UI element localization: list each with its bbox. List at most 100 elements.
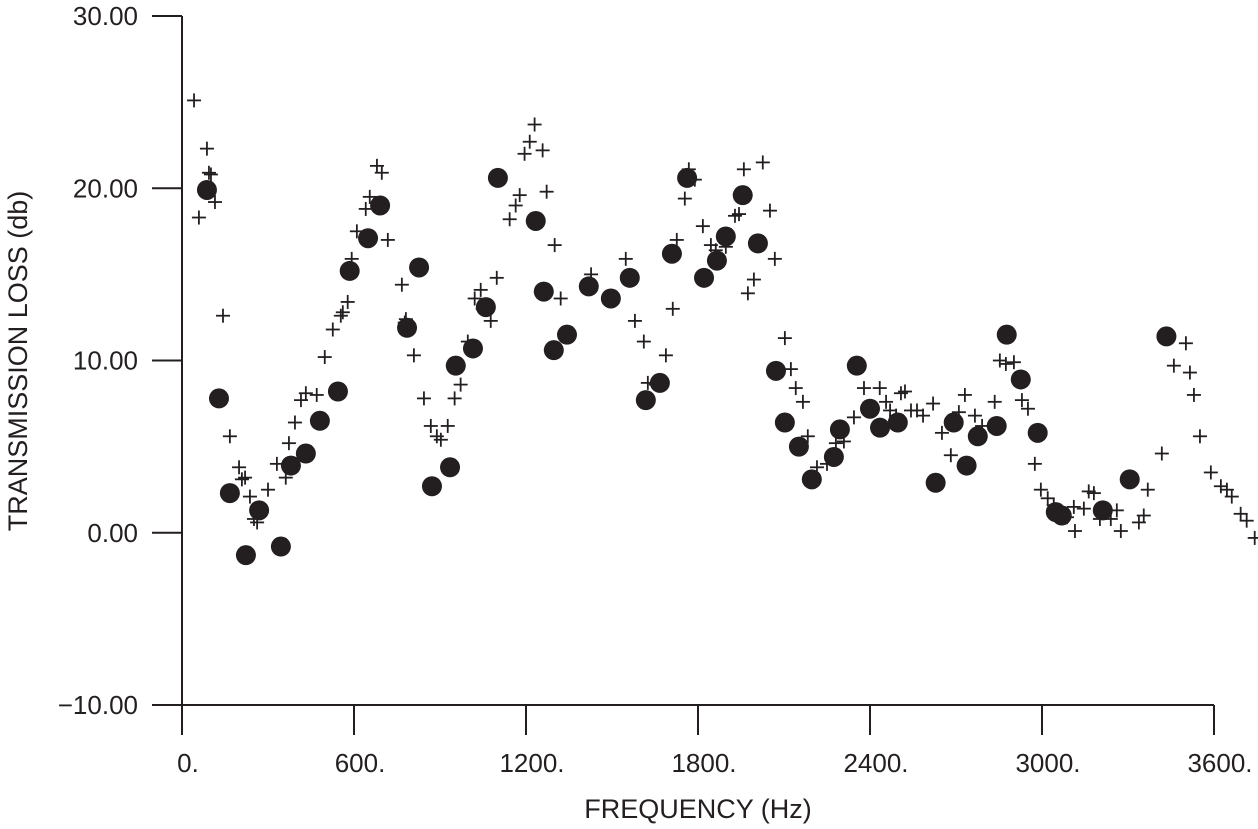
plus-marker [207, 195, 222, 210]
circle-marker [732, 185, 753, 206]
plus-marker [636, 334, 651, 349]
circle-marker [649, 372, 670, 393]
plus-marker [1066, 499, 1081, 514]
plus-marker [934, 425, 949, 440]
x-axis-title: FREQUENCY (Hz) [584, 794, 812, 824]
plus-marker [374, 165, 389, 180]
circle-marker [1156, 326, 1177, 347]
y-tick-label: 20.00 [73, 173, 138, 203]
plus-marker [943, 448, 958, 463]
circle-marker [219, 483, 240, 504]
plus-marker [261, 482, 275, 497]
plus-marker [1224, 489, 1239, 504]
plus-marker-series [187, 93, 1258, 545]
plus-marker [287, 415, 302, 430]
circle-marker [823, 446, 844, 467]
plus-marker [242, 489, 257, 504]
plus-marker [340, 294, 355, 309]
plus-marker [1247, 530, 1258, 545]
plus-marker [467, 291, 482, 306]
circle-marker [208, 388, 229, 409]
plus-marker [483, 313, 498, 328]
circle-marker [270, 536, 291, 557]
plus-marker [1076, 501, 1091, 516]
plus-marker [1027, 456, 1042, 471]
plus-marker [795, 394, 810, 409]
circle-marker [870, 417, 891, 438]
plus-marker [897, 384, 912, 399]
plus-marker [335, 305, 350, 320]
plus-marker [187, 93, 202, 108]
plus-marker [1014, 393, 1029, 408]
plus-marker [788, 381, 803, 396]
plus-marker [762, 203, 777, 218]
circle-marker [967, 426, 988, 447]
circle-marker [295, 443, 316, 464]
axes [181, 16, 1214, 706]
plus-marker [1166, 358, 1181, 373]
plus-marker [453, 377, 468, 392]
plus-marker [502, 212, 517, 227]
plus-marker [215, 308, 230, 323]
circle-marker [635, 390, 656, 411]
plus-marker [358, 201, 373, 216]
plus-marker [1203, 465, 1218, 480]
plus-marker [325, 322, 340, 337]
circle-marker [309, 410, 330, 431]
circle-marker [788, 436, 809, 457]
circle-marker [462, 338, 483, 359]
plus-marker [926, 396, 941, 411]
x-tick-label: 1800. [671, 748, 736, 778]
circle-marker [765, 360, 786, 381]
plus-marker [1033, 482, 1048, 497]
circle-marker [358, 228, 379, 249]
plus-marker [1006, 355, 1021, 370]
circle-marker [846, 355, 867, 376]
circle-marker [1051, 505, 1072, 526]
plus-marker [522, 134, 537, 149]
circle-marker [1010, 369, 1031, 390]
plus-marker [333, 308, 348, 323]
plus-marker [234, 472, 249, 487]
plus-marker [665, 301, 680, 316]
plus-marker [517, 146, 532, 161]
plus-marker [1186, 387, 1201, 402]
plus-marker [416, 391, 431, 406]
plus-marker [987, 394, 1002, 409]
plus-marker [998, 356, 1013, 371]
plus-marker [309, 387, 324, 402]
circle-marker [694, 267, 715, 288]
plus-marker [191, 210, 206, 225]
plus-marker [539, 184, 554, 199]
circle-marker [421, 476, 442, 497]
plus-marker [238, 470, 253, 485]
plus-marker [281, 436, 296, 451]
circle-marker [829, 419, 850, 440]
circle-marker [533, 281, 554, 302]
y-axis-ticks: 30.00 20.00 10.00 0.00 −10.00 [58, 1, 182, 720]
plus-marker [1178, 336, 1193, 351]
plus-marker [736, 162, 751, 177]
plus-marker [1233, 506, 1248, 521]
circle-marker [370, 195, 391, 216]
plus-marker [916, 408, 931, 423]
circle-marker [774, 412, 795, 433]
plus-marker [508, 198, 523, 213]
plus-marker [992, 353, 1007, 368]
x-tick-label: 1200. [499, 748, 564, 778]
circle-marker [249, 500, 270, 521]
circle-marker [543, 340, 564, 361]
plus-marker [658, 348, 673, 363]
x-tick-label: 3000. [1015, 748, 1080, 778]
plus-marker [1192, 429, 1207, 444]
plus-marker [380, 232, 395, 247]
circle-marker [887, 412, 908, 433]
plus-marker [527, 117, 542, 132]
plus-marker [767, 251, 782, 266]
circle-marker [397, 317, 418, 338]
circle-marker [1027, 422, 1048, 443]
circle-marker [801, 469, 822, 490]
plus-marker [740, 286, 755, 301]
plus-marker [553, 291, 568, 306]
plus-marker [1140, 482, 1155, 497]
